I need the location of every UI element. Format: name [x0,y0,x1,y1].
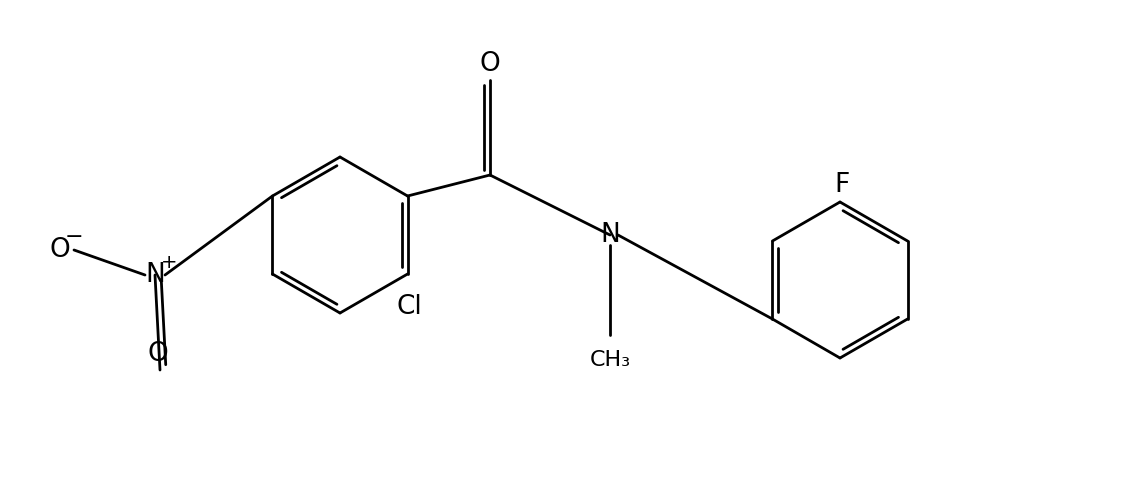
Text: N: N [146,262,165,288]
Text: O: O [148,341,168,367]
Text: +: + [160,253,178,272]
Text: O: O [479,51,501,77]
Text: N: N [600,222,620,248]
Text: O: O [50,237,71,263]
Text: CH₃: CH₃ [589,350,630,370]
Text: Cl: Cl [397,294,422,320]
Text: −: − [65,227,83,247]
Text: F: F [834,172,850,198]
